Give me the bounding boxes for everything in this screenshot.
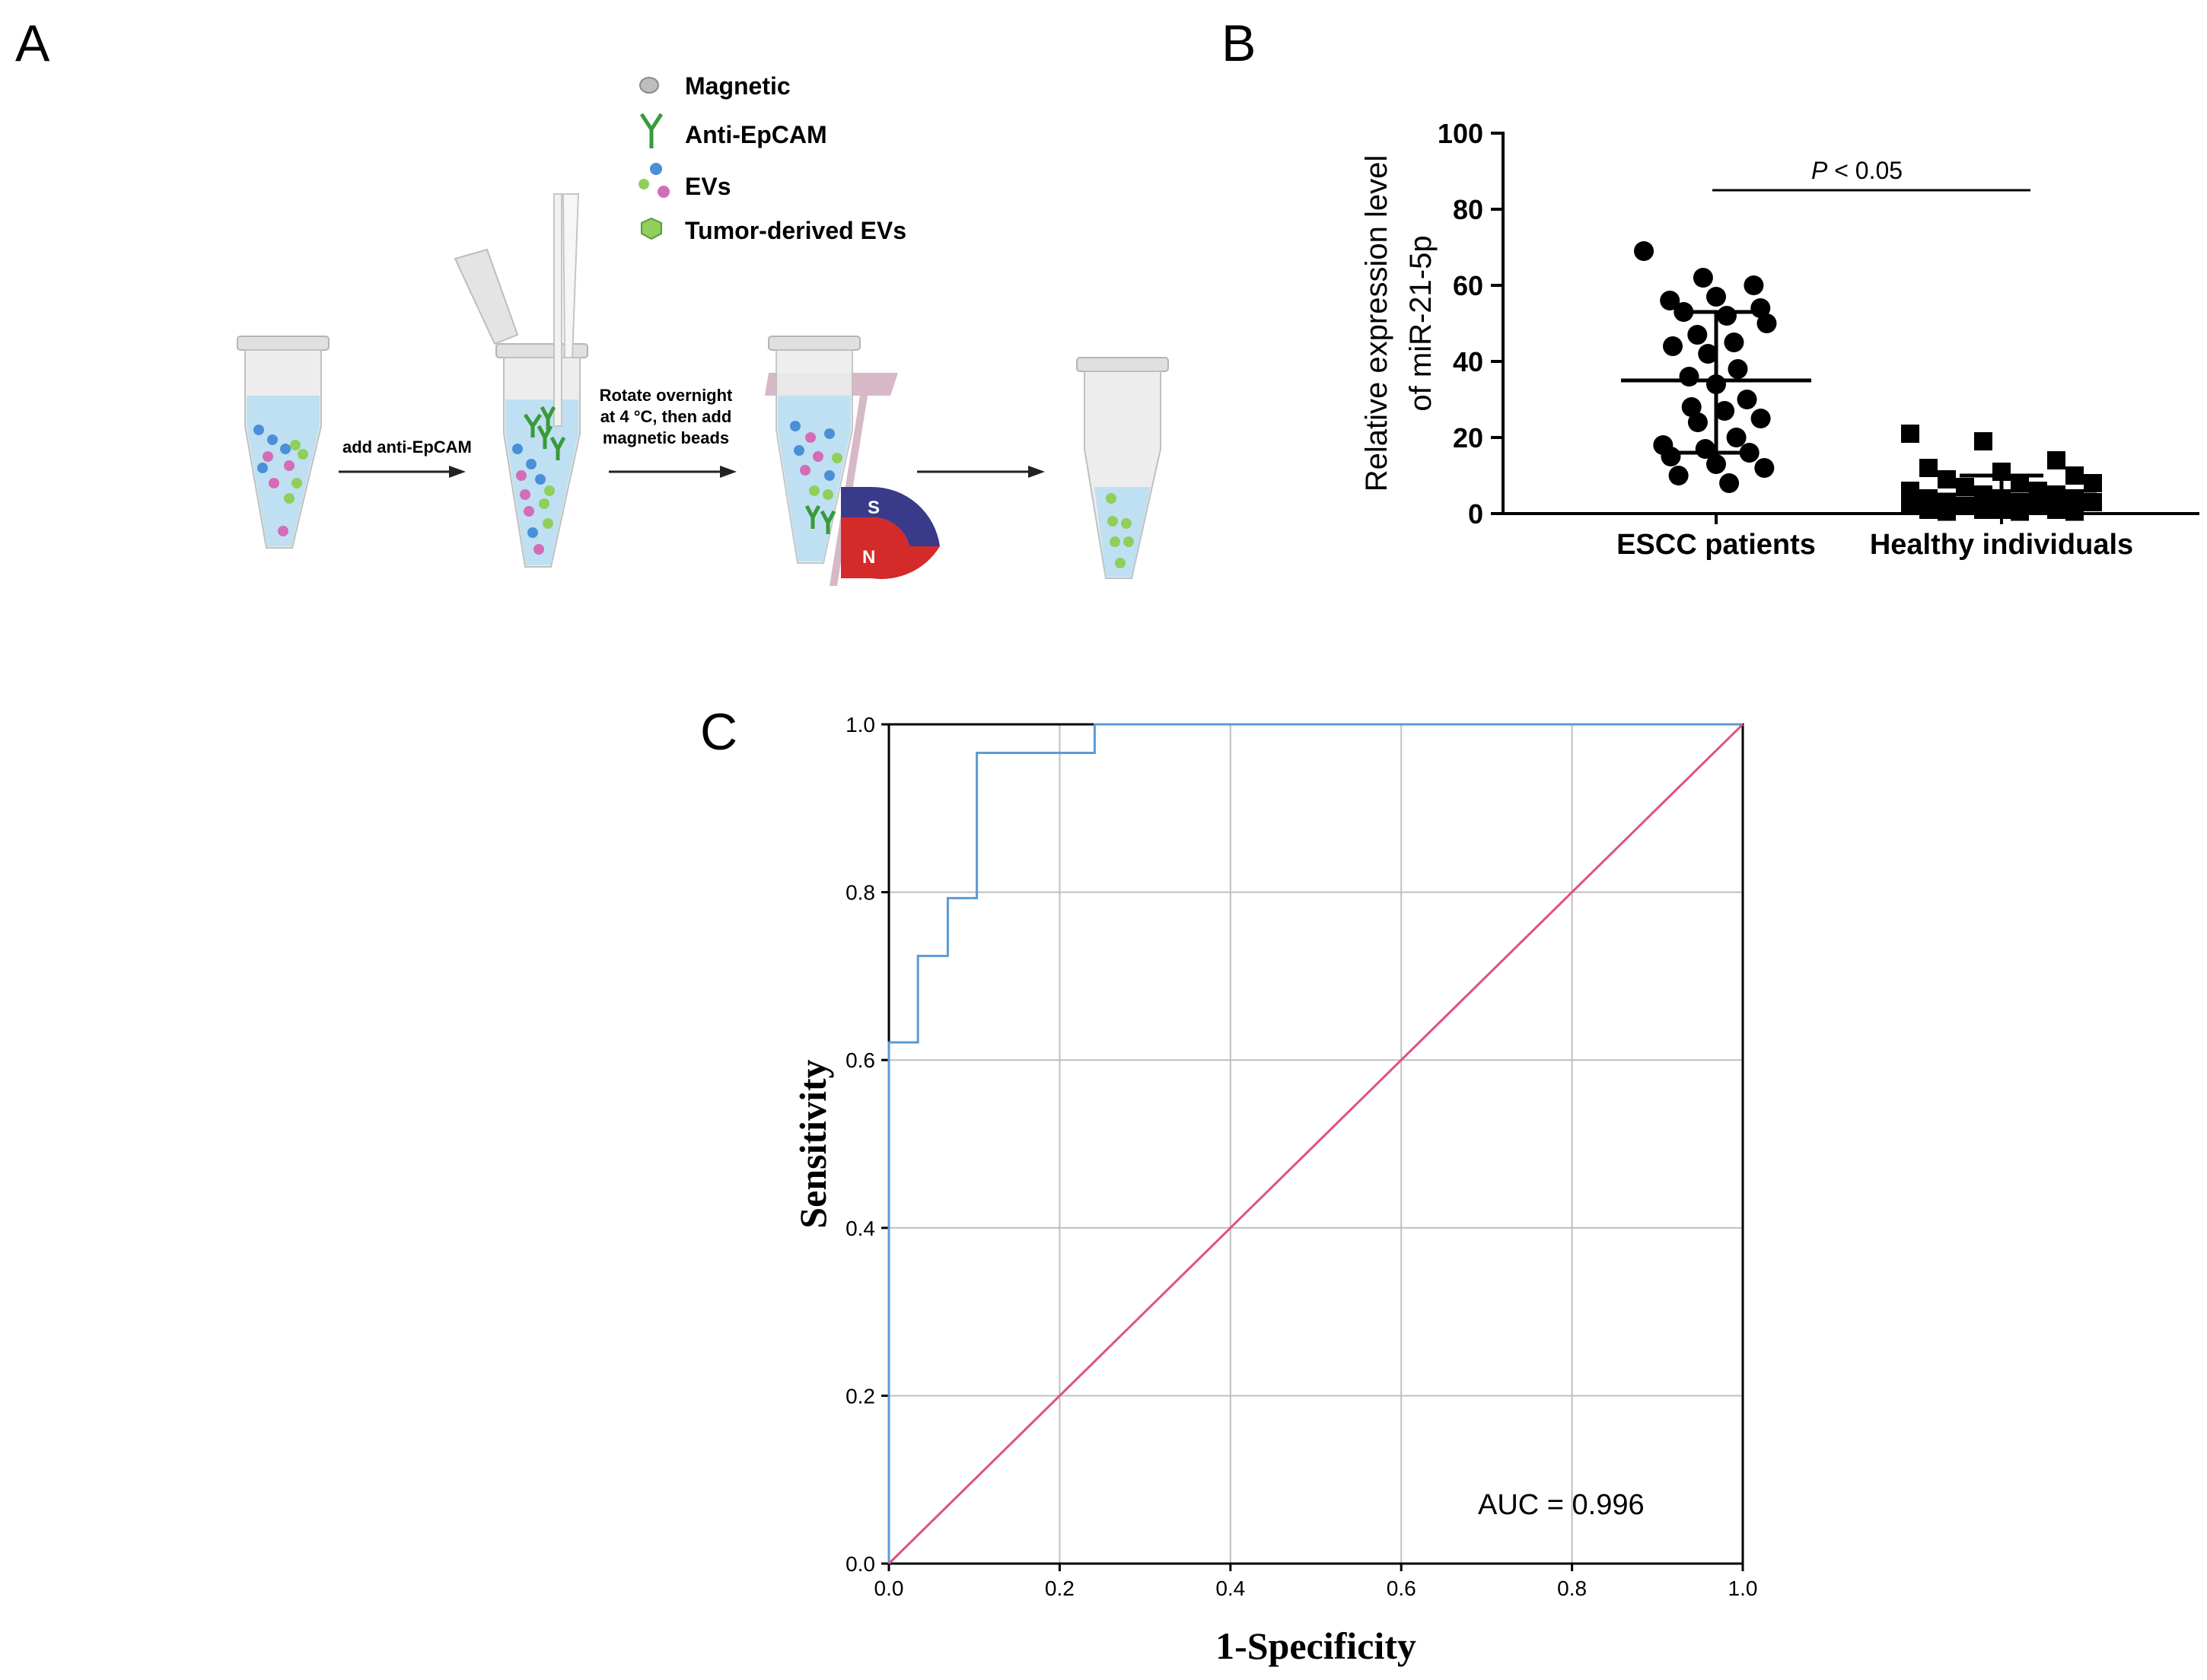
p-threshold: < 0.05 bbox=[1827, 157, 1903, 184]
b-data-point-escc bbox=[1728, 359, 1748, 379]
b-data-point-escc bbox=[1756, 313, 1777, 333]
b-data-point-escc bbox=[1754, 458, 1775, 478]
b-data-point-escc bbox=[1744, 275, 1764, 295]
b-data-point-escc bbox=[1663, 336, 1683, 356]
c-x-tick-label: 0.6 bbox=[1387, 1577, 1416, 1600]
b-data-point-escc bbox=[1661, 447, 1681, 466]
b-data-point-healthy bbox=[2065, 502, 2084, 521]
legend-label-tumor-evs: Tumor-derived EVs bbox=[685, 217, 906, 244]
scatter-chart-b: Relative expression level of miR-21-5p P… bbox=[1360, 118, 2199, 561]
tube-4 bbox=[1076, 357, 1169, 579]
c-y-tick-label: 0.2 bbox=[846, 1384, 875, 1408]
b-data-point-healthy bbox=[2065, 466, 2084, 485]
c-x-axis-label: 1-Specificity bbox=[1215, 1624, 1416, 1667]
b-data-point-healthy bbox=[1938, 502, 1956, 521]
b-y-tick-label: 80 bbox=[1453, 194, 1483, 225]
step-label-rotate-line3: magnetic beads bbox=[603, 428, 729, 447]
b-data-point-escc bbox=[1679, 367, 1699, 387]
b-y-tick-label: 20 bbox=[1453, 422, 1483, 453]
b-y-tick-label: 0 bbox=[1468, 498, 1483, 530]
panel-label-a: A bbox=[15, 14, 50, 72]
panel-label-c: C bbox=[700, 703, 737, 761]
b-y-axis-label-line1: Relative expression level bbox=[1360, 155, 1393, 492]
b-data-point-escc bbox=[1726, 428, 1747, 447]
b-data-point-escc bbox=[1724, 332, 1744, 352]
p-symbol: P bbox=[1811, 157, 1828, 184]
b-data-point-escc bbox=[1681, 397, 1702, 417]
arrowhead-step-3 bbox=[1028, 466, 1045, 478]
b-data-point-healthy bbox=[2047, 501, 2065, 519]
b-y-tick-label: 40 bbox=[1453, 346, 1483, 377]
magnet-s-label: S bbox=[868, 498, 880, 518]
c-x-tick-label: 1.0 bbox=[1728, 1577, 1758, 1600]
step-label-rotate-line2: at 4 °C, then add bbox=[600, 407, 732, 426]
legend-label-anti-epcam: Anti-EpCAM bbox=[685, 121, 827, 148]
arrowhead-step-1 bbox=[449, 466, 466, 478]
b-data-point-escc bbox=[1693, 268, 1713, 288]
step-label-rotate-line1: Rotate overnight bbox=[600, 386, 733, 405]
b-data-point-escc bbox=[1719, 473, 1740, 493]
b-data-point-healthy bbox=[1919, 459, 1938, 477]
b-y-tick-label: 60 bbox=[1453, 270, 1483, 301]
schematic-legend: Magnetic Anti-EpCAM EVs Tumor-derived EV… bbox=[639, 72, 906, 244]
c-reference-line bbox=[887, 723, 1744, 1565]
b-data-point-escc bbox=[1750, 409, 1771, 428]
c-y-tick-label: 0.6 bbox=[846, 1048, 875, 1072]
b-data-point-escc bbox=[1687, 412, 1708, 432]
b-data-point-escc bbox=[1698, 344, 1718, 364]
b-data-point-escc bbox=[1687, 325, 1708, 345]
c-x-tick-label: 0.2 bbox=[1045, 1577, 1075, 1600]
magnet-n-label: N bbox=[862, 547, 875, 568]
tumor-ev-icon bbox=[641, 217, 662, 240]
c-roc-curve bbox=[887, 723, 1743, 1564]
c-y-tick-label: 1.0 bbox=[846, 713, 875, 737]
b-data-point-escc bbox=[1660, 291, 1680, 310]
c-y-tick-label: 0.4 bbox=[846, 1217, 875, 1240]
b-y-axis-label-line2: of miR-21-5p bbox=[1404, 235, 1438, 411]
b-data-point-escc bbox=[1737, 390, 1757, 409]
arrowhead-step-2 bbox=[720, 466, 737, 478]
bead-icon bbox=[639, 77, 659, 94]
roc-chart-c: 1-Specificity Sensitivity AUC = 0.996 0.… bbox=[791, 713, 1757, 1667]
legend-label-magnetic: Magnetic bbox=[685, 72, 791, 100]
tube-3-magnet: S N bbox=[765, 336, 940, 586]
b-data-point-escc bbox=[1634, 241, 1654, 261]
schematic-panel: Magnetic Anti-EpCAM EVs Tumor-derived EV… bbox=[237, 72, 1169, 586]
b-data-point-healthy bbox=[2084, 474, 2102, 492]
step-label-add-antibody: add anti-EpCAM bbox=[342, 438, 472, 457]
b-y-tick-label: 100 bbox=[1438, 118, 1483, 149]
c-x-tick-label: 0.4 bbox=[1215, 1577, 1245, 1600]
b-data-point-healthy bbox=[1938, 470, 1956, 488]
b-data-point-escc bbox=[1706, 454, 1726, 474]
panel-label-b: B bbox=[1221, 14, 1256, 72]
b-category-label-healthy: Healthy individuals bbox=[1870, 529, 2133, 561]
b-p-value-annotation: P < 0.05 bbox=[1811, 157, 1903, 184]
b-data-point-healthy bbox=[2029, 497, 2047, 515]
tube-2 bbox=[454, 193, 588, 568]
b-category-label-escc: ESCC patients bbox=[1616, 529, 1816, 561]
ev-icon bbox=[639, 163, 670, 198]
b-data-point-healthy bbox=[1974, 432, 1992, 450]
b-data-point-healthy bbox=[1901, 497, 1919, 515]
c-auc-annotation: AUC = 0.996 bbox=[1478, 1489, 1645, 1521]
legend-label-evs: EVs bbox=[685, 173, 731, 200]
b-data-point-healthy bbox=[1919, 501, 1938, 519]
b-data-point-escc bbox=[1716, 306, 1737, 326]
b-data-point-escc bbox=[1706, 287, 1726, 307]
b-data-point-healthy bbox=[1956, 497, 1974, 515]
b-data-point-healthy bbox=[1901, 425, 1919, 443]
c-y-tick-label: 0.0 bbox=[846, 1552, 875, 1576]
c-y-tick-label: 0.8 bbox=[846, 881, 875, 905]
tube-1 bbox=[237, 336, 330, 549]
c-y-axis-label: Sensitivity bbox=[791, 1059, 834, 1228]
c-x-tick-label: 0.0 bbox=[874, 1577, 904, 1600]
c-x-tick-label: 0.8 bbox=[1557, 1577, 1587, 1600]
b-data-point-healthy bbox=[2047, 451, 2065, 469]
antibody-icon bbox=[639, 113, 664, 148]
b-data-point-escc bbox=[1668, 466, 1689, 485]
b-data-point-escc bbox=[1715, 401, 1735, 421]
